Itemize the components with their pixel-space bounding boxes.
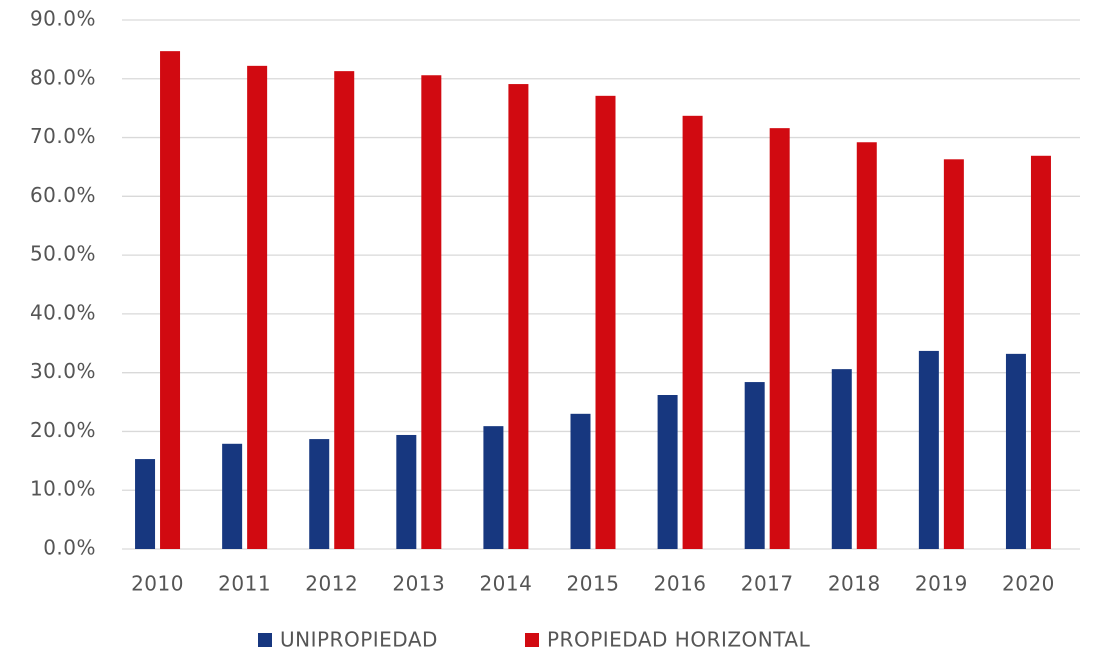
bar (396, 434, 417, 549)
x-tick-label: 2017 (741, 572, 794, 596)
bar (421, 75, 442, 550)
bar (682, 115, 703, 550)
y-tick-label: 80.0% (30, 65, 96, 89)
bar (135, 459, 156, 549)
bar (769, 128, 790, 549)
legend-swatch (258, 633, 272, 647)
bar (483, 426, 504, 549)
legend-swatch (525, 633, 539, 647)
bar (508, 84, 529, 549)
bar (943, 159, 964, 549)
y-tick-label: 50.0% (30, 242, 96, 266)
bar (160, 51, 181, 549)
y-tick-label: 60.0% (30, 183, 96, 207)
x-tick-label: 2020 (1002, 572, 1055, 596)
x-tick-label: 2015 (567, 572, 620, 596)
y-tick-label: 70.0% (30, 124, 96, 148)
bar (657, 395, 678, 549)
legend-label: UNIPROPIEDAD (280, 628, 438, 652)
bar (1005, 353, 1026, 549)
x-tick-label: 2018 (828, 572, 881, 596)
x-tick-label: 2019 (915, 572, 968, 596)
y-tick-label: 10.0% (30, 477, 96, 501)
x-tick-label: 2016 (654, 572, 707, 596)
y-tick-label: 0.0% (43, 536, 96, 560)
y-tick-label: 90.0% (30, 7, 96, 31)
x-tick-label: 2011 (218, 572, 271, 596)
bar (595, 95, 616, 549)
legend-label: PROPIEDAD HORIZONTAL (547, 628, 811, 652)
bar (1030, 155, 1051, 549)
bar (856, 142, 877, 549)
bar (831, 369, 852, 549)
bar (744, 382, 765, 549)
bar (570, 413, 591, 549)
bar (309, 439, 330, 549)
x-tick-label: 2012 (305, 572, 358, 596)
bar (222, 443, 243, 549)
y-tick-label: 20.0% (30, 418, 96, 442)
x-tick-label: 2013 (392, 572, 445, 596)
bar (247, 65, 268, 549)
x-tick-label: 2014 (479, 572, 532, 596)
y-tick-label: 30.0% (30, 359, 96, 383)
bar (918, 350, 939, 549)
x-tick-label: 2010 (131, 572, 184, 596)
y-tick-label: 40.0% (30, 300, 96, 324)
bar (334, 71, 355, 550)
